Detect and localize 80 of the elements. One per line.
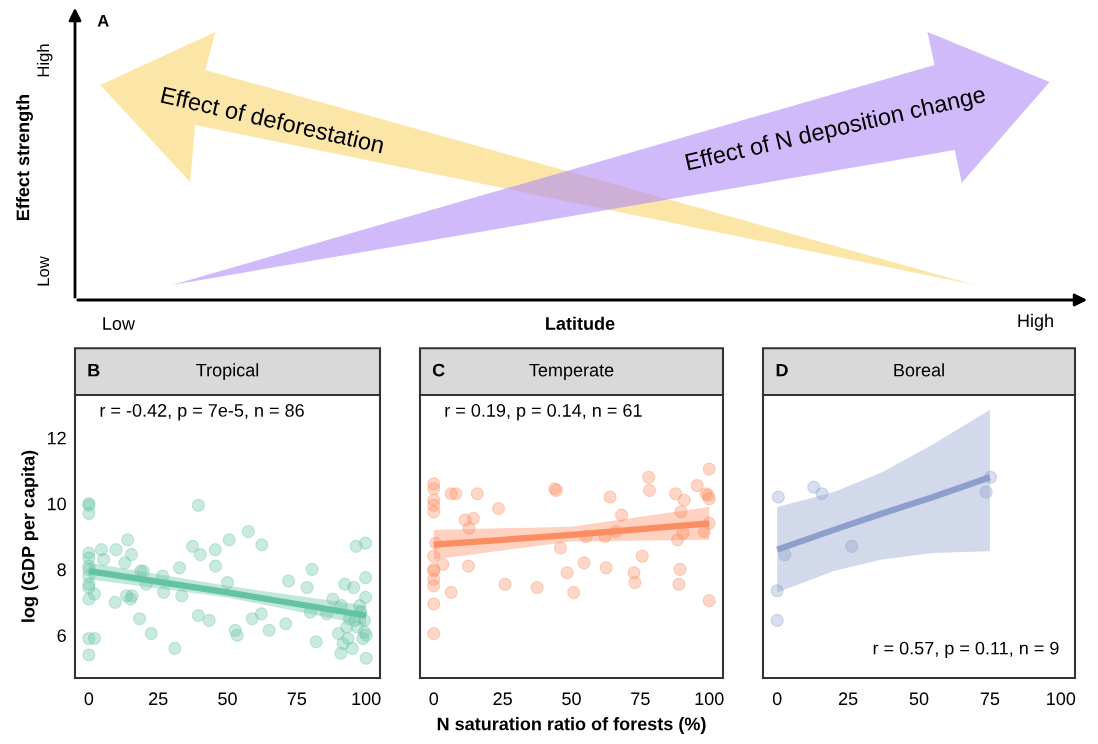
point	[642, 470, 656, 484]
point	[491, 501, 506, 516]
point	[466, 511, 481, 525]
point	[845, 539, 859, 553]
point	[603, 490, 617, 504]
point	[449, 487, 463, 501]
x-tick-label: 0	[84, 692, 94, 706]
point	[702, 462, 716, 476]
x-tick-label: 100	[1047, 692, 1076, 706]
point	[674, 505, 688, 519]
point	[635, 549, 649, 563]
point	[427, 505, 441, 519]
point	[427, 482, 441, 496]
chart-title: Temperate	[529, 363, 614, 381]
x-tick-label: 25	[149, 692, 168, 706]
annotation: r = 0.57, p = 0.11, n = 9	[873, 641, 1059, 659]
x-tick-label: 75	[631, 692, 650, 706]
x-tick-label: 25	[493, 692, 512, 706]
point	[462, 521, 476, 535]
point	[427, 627, 441, 641]
point	[702, 594, 716, 608]
x-tick-label: 50	[909, 692, 929, 706]
x-axis-title: N saturation ratio of forests (%)	[437, 717, 706, 734]
point	[669, 487, 683, 501]
y-axis-title: log (GDP per capita)	[21, 450, 39, 622]
point	[577, 556, 591, 570]
text: C	[432, 363, 445, 377]
point	[628, 576, 642, 590]
x-tick-label: 0	[772, 692, 782, 706]
point	[427, 549, 441, 563]
point	[615, 508, 629, 522]
x-tick-label: 50	[562, 692, 581, 706]
x-tick-label: 100	[352, 692, 381, 706]
point	[553, 541, 568, 555]
y-tick-label: 12	[47, 431, 66, 445]
point	[567, 585, 581, 600]
text: A	[97, 14, 109, 27]
annotation: r = -0.42, p = 7e-5, n = 86	[100, 404, 304, 421]
point	[673, 562, 687, 576]
point	[560, 566, 574, 580]
text: Effect of N deposition change	[684, 85, 988, 176]
point	[770, 584, 784, 598]
text: Low	[103, 317, 136, 330]
y-tick-label: 10	[47, 497, 66, 511]
text: B	[88, 363, 100, 377]
point	[770, 613, 784, 627]
text: High	[36, 44, 53, 77]
point	[642, 483, 657, 497]
point	[672, 577, 686, 591]
x-tick-label: 75	[287, 692, 307, 706]
point	[436, 557, 450, 572]
x-tick-label: 100	[695, 692, 724, 706]
x-tick-label: 25	[838, 692, 858, 706]
point	[498, 577, 512, 591]
chart-title: Boreal	[894, 363, 944, 377]
x-tick-label: 50	[218, 692, 237, 706]
point	[470, 487, 484, 501]
x-tick-label: 0	[429, 692, 439, 706]
point	[771, 490, 785, 504]
point	[530, 580, 544, 595]
point	[599, 561, 613, 575]
point	[444, 585, 458, 600]
point	[979, 485, 993, 499]
point	[677, 493, 691, 507]
point	[427, 579, 441, 593]
y-tick-label: 6	[57, 629, 66, 642]
text: High	[1018, 313, 1053, 331]
point	[461, 559, 476, 573]
y-tick-label: 8	[57, 563, 66, 577]
point	[815, 487, 829, 501]
point	[690, 478, 704, 493]
text: Effect strength	[16, 94, 33, 220]
point	[427, 597, 441, 611]
point	[702, 492, 716, 506]
text: D	[776, 363, 788, 377]
x-tick-label: 75	[980, 692, 1000, 706]
chart-title: Tropical	[196, 363, 259, 381]
text: Low	[37, 256, 50, 286]
annotation: r = 0.19, p = 0.14, n = 61	[445, 404, 642, 421]
text: Latitude	[546, 316, 615, 330]
